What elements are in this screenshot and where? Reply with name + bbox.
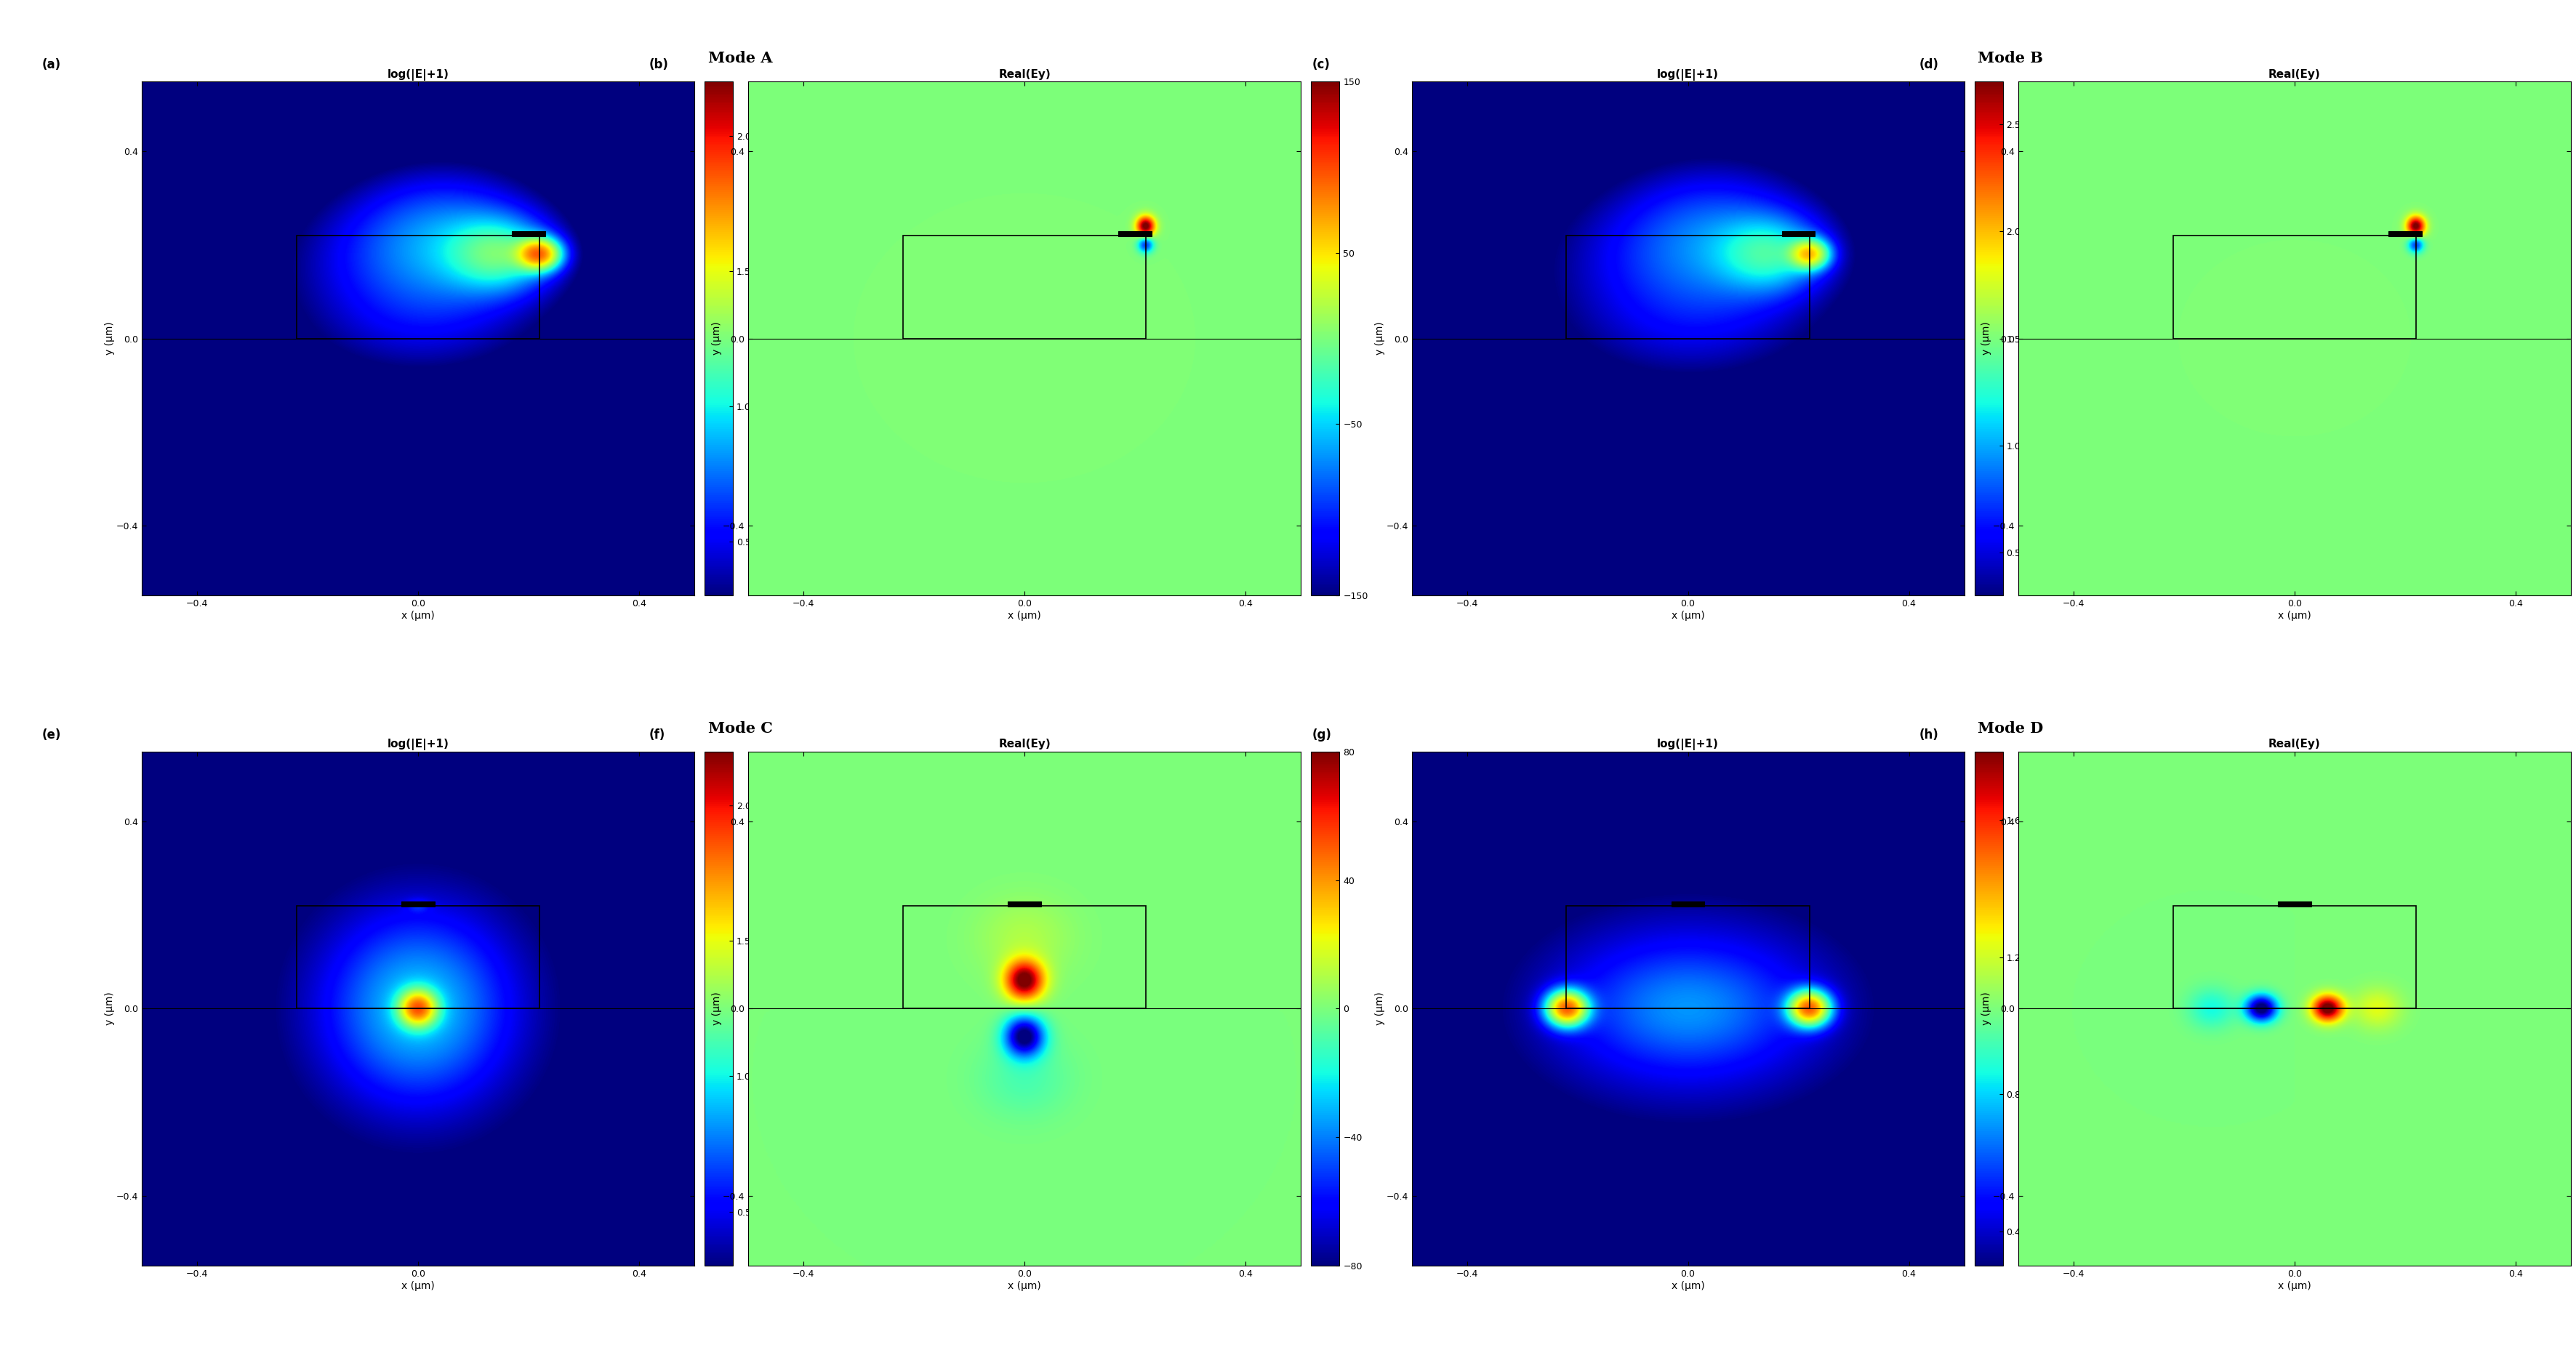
Text: (f): (f): [649, 728, 665, 741]
Title: Real(Ey): Real(Ey): [2269, 739, 2321, 750]
Y-axis label: y (μm): y (μm): [106, 322, 116, 354]
Title: Real(Ey): Real(Ey): [999, 69, 1051, 80]
Text: (a): (a): [41, 58, 62, 71]
X-axis label: x (μm): x (μm): [2277, 611, 2311, 621]
Text: Mode A: Mode A: [708, 50, 773, 65]
Text: (g): (g): [1311, 728, 1332, 741]
Bar: [1672, 902, 1705, 907]
Bar: [296, 236, 538, 338]
Bar: [904, 236, 1146, 338]
Text: (c): (c): [1311, 58, 1329, 71]
X-axis label: x (μm): x (μm): [1672, 611, 1705, 621]
Text: Mode D: Mode D: [1978, 721, 2043, 736]
Bar: [2174, 236, 2416, 338]
X-axis label: x (μm): x (μm): [2277, 1281, 2311, 1291]
Y-axis label: y (μm): y (μm): [106, 993, 116, 1025]
Bar: [402, 902, 435, 907]
Bar: [513, 231, 546, 236]
Text: Mode C: Mode C: [708, 721, 773, 736]
X-axis label: x (μm): x (μm): [402, 1281, 435, 1291]
Text: Mode B: Mode B: [1978, 50, 2043, 65]
Bar: [1783, 231, 1816, 236]
Y-axis label: y (μm): y (μm): [1981, 993, 1991, 1025]
Bar: [904, 906, 1146, 1009]
Title: log(|E|+1): log(|E|+1): [386, 739, 448, 751]
Text: (b): (b): [649, 58, 667, 71]
Text: (h): (h): [1919, 728, 1937, 741]
Y-axis label: y (μm): y (μm): [711, 322, 721, 354]
Title: log(|E|+1): log(|E|+1): [386, 69, 448, 80]
X-axis label: x (μm): x (μm): [1672, 1281, 1705, 1291]
Title: Real(Ey): Real(Ey): [999, 739, 1051, 750]
Y-axis label: y (μm): y (μm): [1981, 322, 1991, 354]
X-axis label: x (μm): x (μm): [1007, 1281, 1041, 1291]
Bar: [1566, 236, 1808, 338]
Title: Real(Ey): Real(Ey): [2269, 69, 2321, 80]
Bar: [2174, 906, 2416, 1009]
Bar: [296, 906, 538, 1009]
Bar: [1007, 902, 1041, 907]
X-axis label: x (μm): x (μm): [1007, 611, 1041, 621]
Text: (e): (e): [41, 728, 62, 741]
Y-axis label: y (μm): y (μm): [1376, 322, 1386, 354]
Bar: [2277, 902, 2311, 907]
Title: log(|E|+1): log(|E|+1): [1656, 739, 1718, 751]
Title: log(|E|+1): log(|E|+1): [1656, 69, 1718, 80]
Bar: [1118, 231, 1151, 236]
X-axis label: x (μm): x (μm): [402, 611, 435, 621]
Text: (d): (d): [1919, 58, 1937, 71]
Bar: [1566, 906, 1808, 1009]
Y-axis label: y (μm): y (μm): [711, 993, 721, 1025]
Bar: [2388, 231, 2421, 236]
Y-axis label: y (μm): y (μm): [1376, 993, 1386, 1025]
